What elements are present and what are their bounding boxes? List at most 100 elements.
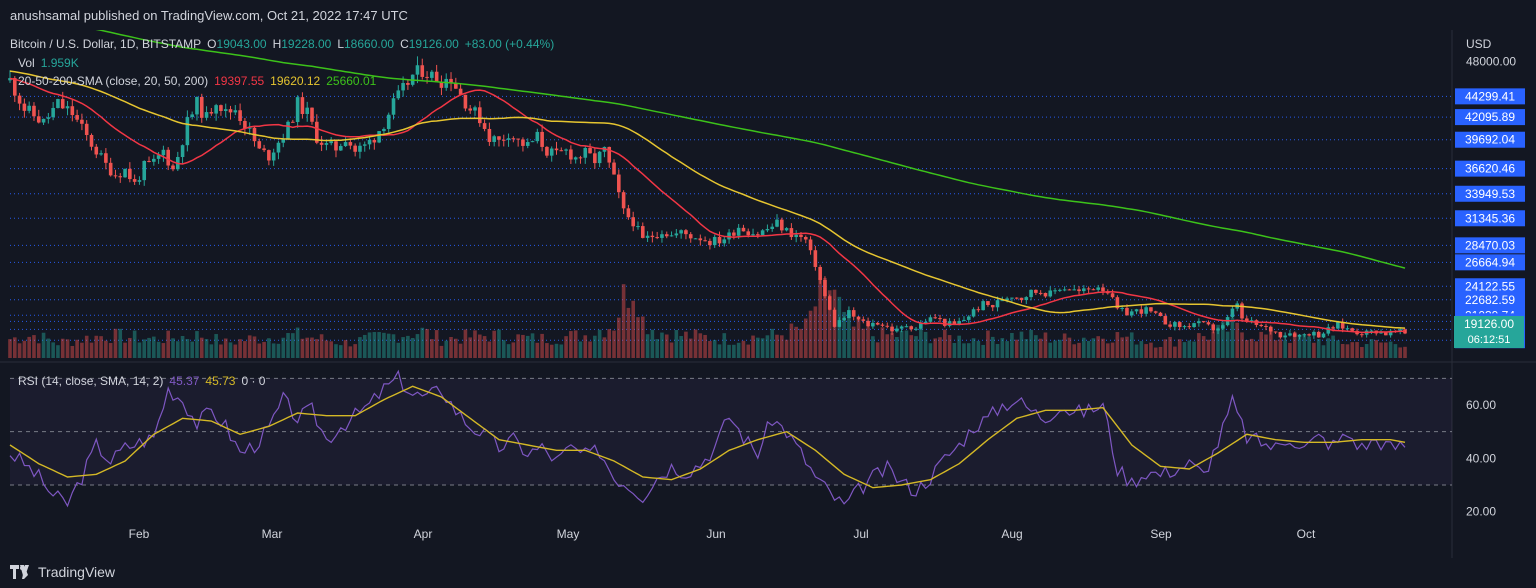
volume-bar [583,335,588,358]
candle-body [554,148,559,151]
candle-body [41,118,46,123]
candle-body [871,322,875,327]
volume-bar [1034,335,1038,358]
ohlc-open: 19043.00 [216,37,267,51]
candle-body [36,116,41,123]
candle-body [430,71,434,78]
candle-body [780,219,784,231]
candle-body [540,131,544,147]
rsi-extra: 0 · 0 [241,374,266,388]
candle-body [612,162,616,175]
level-label-bg-6 [1455,237,1525,254]
volume-bar [1153,347,1158,358]
volume-bar [631,300,635,358]
candle-body [1024,297,1029,301]
volume-bar [128,337,132,358]
candle-body [147,160,151,162]
volume-bar [492,330,496,358]
x-axis-label: Sep [1150,527,1172,541]
candle-body [914,328,918,330]
volume-bar [1369,339,1374,358]
volume-bar [358,337,362,358]
volume-bar [1053,340,1057,358]
volume-bar [607,329,612,358]
volume-bar [487,341,492,358]
candle-body [324,143,329,145]
volume-bar [209,344,214,358]
volume-bar [827,290,832,358]
volume-bar [353,344,357,358]
volume-bar [1158,346,1163,358]
volume-bar [1058,339,1062,358]
tradingview-logo[interactable]: TradingView [10,564,115,580]
candle-body [559,150,564,152]
volume-bar [1297,336,1302,358]
candle-body [1053,290,1057,292]
candle-body [530,141,535,143]
candle-body [492,136,496,142]
candle-body [104,153,108,163]
x-axis-label: Oct [1297,527,1316,541]
candle-body [1168,324,1172,327]
volume-bar [1230,317,1235,358]
candle-body [1038,292,1043,294]
candle-body [957,321,961,325]
level-label-5: 31345.36 [1465,211,1515,225]
volume-bar [8,339,12,358]
volume-bar [741,340,746,358]
volume-bar [847,313,851,358]
volume-bar [247,335,252,358]
volume-bar [856,319,861,358]
volume-bar [80,342,84,358]
level-label-bg-0 [1455,88,1525,105]
candle-body [1292,333,1297,337]
volume-bar [420,327,425,358]
candle-body [463,94,468,109]
candle-body [516,138,520,140]
volume-bar [861,328,866,358]
volume-bar [554,343,559,358]
volume-bar [933,338,938,358]
volume-bar [602,337,607,358]
candle-body [1086,288,1091,290]
candle-body [703,240,707,242]
volume-bar [703,334,707,358]
candle-body [1388,330,1393,336]
volume-bar [1350,342,1355,358]
candle-body [664,234,669,237]
volume-bar [1144,344,1148,358]
volume-bar [204,339,209,358]
candle-body [775,219,779,227]
candle-body [617,174,621,193]
candle-body [521,139,525,146]
volume-bar [1345,344,1350,358]
volume-bar [396,342,401,358]
candle-body [971,309,976,317]
candle-body [137,180,142,182]
volume-bar [1086,340,1091,358]
rsi-value: 45.37 [169,374,200,388]
volume-bar [511,342,516,358]
volume-bar [1235,322,1240,358]
candle-body [123,168,127,178]
volume-bar [161,343,166,358]
x-axis-label: Aug [1001,527,1022,541]
volume-bar [1019,331,1024,358]
candle-body [1072,289,1077,291]
volume-bar [410,337,415,358]
candle-body [219,105,223,111]
candle-body [674,233,679,236]
x-axis-label: Jul [853,527,868,541]
trading-chart[interactable]: 44299.41 42095.89 39692.04 36620.46 33949.53… [0,30,1536,558]
volume-bar [271,343,276,358]
candle-body [190,114,194,118]
candle-body [171,165,175,170]
candle-body [832,309,837,327]
candle-body [449,78,453,84]
volume-bar [1206,339,1211,358]
volume-bar [1283,340,1287,358]
candle-body [847,310,851,319]
candle-body [899,326,904,329]
volume-bar [708,340,712,358]
volume-bar [415,334,420,358]
